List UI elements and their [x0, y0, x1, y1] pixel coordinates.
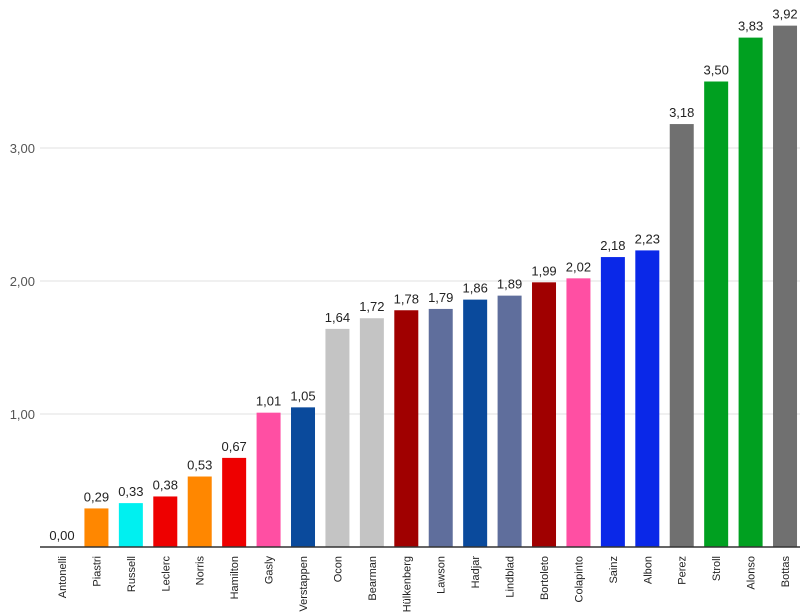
data-label: 3,50	[704, 63, 729, 78]
data-label: 1,79	[428, 290, 453, 305]
x-tick-label: Hadjar	[470, 556, 482, 589]
y-tick-label: 3,00	[10, 141, 35, 156]
data-label: 1,86	[463, 281, 488, 296]
x-tick-label: Bottas	[780, 556, 792, 588]
data-label: 1,72	[359, 299, 384, 314]
x-tick-label: Perez	[677, 556, 689, 585]
x-tick-label: Lindblad	[505, 556, 517, 598]
bar-gasly	[256, 412, 281, 547]
bar-verstappen	[291, 407, 316, 547]
x-tick-label: Norris	[195, 556, 207, 586]
data-label: 0,00	[49, 528, 74, 543]
data-label: 0,67	[221, 439, 246, 454]
data-label: 0,33	[118, 484, 143, 499]
bar-bortoleto	[532, 282, 557, 547]
data-label: 1,78	[394, 291, 419, 306]
x-tick-label: Colapinto	[573, 556, 585, 602]
data-label: 0,53	[187, 458, 212, 473]
data-label: 1,64	[325, 310, 350, 325]
bar-hülkenberg	[394, 310, 419, 547]
x-tick-label: Russell	[126, 556, 138, 592]
x-tick-label: Sainz	[608, 556, 620, 584]
bar-albon	[635, 250, 660, 547]
x-tick-label: Stroll	[711, 556, 723, 581]
bar-hadjar	[463, 299, 488, 547]
x-tick-label: Leclerc	[160, 556, 172, 592]
x-tick-label: Verstappen	[298, 556, 310, 612]
bar-colapinto	[566, 278, 591, 547]
bar-leclerc	[153, 496, 178, 547]
x-tick-label: Gasly	[264, 556, 276, 585]
bar-lawson	[428, 308, 453, 547]
x-tick-label: Hülkenberg	[401, 556, 413, 612]
bar-ocon	[325, 328, 350, 547]
data-label: 1,01	[256, 394, 281, 409]
data-label: 0,38	[153, 477, 178, 492]
x-tick-label: Alonso	[746, 556, 758, 590]
bar-alonso	[738, 37, 763, 548]
bar-bearman	[359, 318, 384, 547]
x-tick-label: Lawson	[436, 556, 448, 594]
bar-bottas	[773, 25, 798, 547]
data-label: 1,99	[531, 263, 556, 278]
bar-perez	[669, 124, 694, 547]
bar-piastri	[84, 508, 109, 547]
y-tick-label: 2,00	[10, 274, 35, 289]
data-label: 2,18	[600, 238, 625, 253]
data-label: 1,05	[290, 388, 315, 403]
bar-sainz	[600, 257, 625, 547]
x-tick-label: Bearman	[367, 556, 379, 601]
data-label: 0,29	[84, 489, 109, 504]
x-tick-label: Ocon	[332, 556, 344, 582]
x-tick-label: Albon	[642, 556, 654, 584]
x-tick-label: Hamilton	[229, 556, 241, 599]
y-tick-label: 1,00	[10, 407, 35, 422]
data-label: 3,83	[738, 19, 763, 34]
data-label: 2,02	[566, 259, 591, 274]
bar-stroll	[704, 81, 729, 547]
x-tick-label: Bortoleto	[539, 556, 551, 600]
data-label: 3,18	[669, 105, 694, 120]
bar-russell	[118, 503, 143, 547]
data-label: 1,89	[497, 277, 522, 292]
data-label: 2,23	[635, 231, 660, 246]
bar-lindblad	[497, 295, 522, 547]
bar-norris	[187, 476, 212, 547]
data-label: 3,92	[772, 7, 797, 22]
bar-hamilton	[222, 457, 247, 547]
x-tick-label: Antonelli	[57, 556, 69, 598]
x-tick-label: Piastri	[91, 556, 103, 587]
